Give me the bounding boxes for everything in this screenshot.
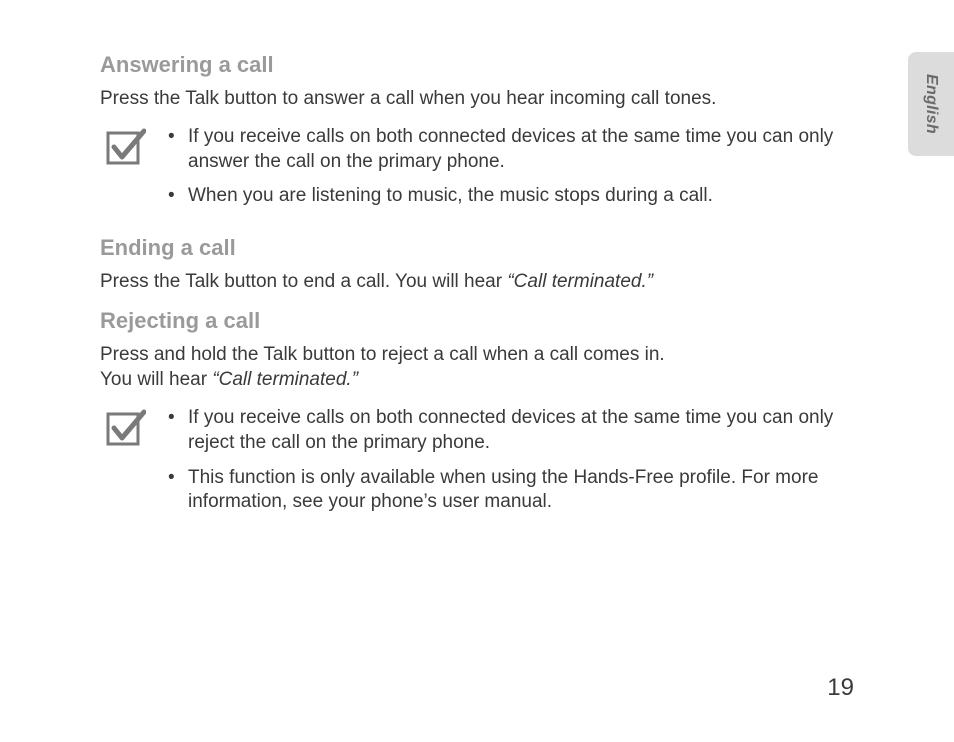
- body-ending-prefix: Press the Talk button to end a call. You…: [100, 271, 507, 292]
- checkbox-checked-icon: [106, 127, 146, 167]
- checkbox-checked-icon: [106, 408, 146, 448]
- body-ending: Press the Talk button to end a call. You…: [100, 269, 854, 294]
- body-rejecting-line2-prefix: You will hear: [100, 369, 212, 390]
- note-item: If you receive calls on both connected d…: [168, 125, 854, 174]
- note-list-rejecting: If you receive calls on both connected d…: [168, 406, 854, 525]
- body-answering: Press the Talk button to answer a call w…: [100, 86, 854, 111]
- note-item: This function is only available when usi…: [168, 466, 854, 515]
- note-item: If you receive calls on both connected d…: [168, 406, 854, 455]
- body-rejecting: Press and hold the Talk button to reject…: [100, 342, 854, 392]
- heading-answering: Answering a call: [100, 52, 854, 78]
- body-ending-italic: “Call terminated.”: [507, 271, 653, 292]
- language-tab-label: English: [922, 74, 940, 134]
- page-number: 19: [827, 674, 854, 702]
- language-tab: English: [908, 52, 954, 156]
- body-rejecting-line2-italic: “Call terminated.”: [212, 369, 358, 390]
- note-item: When you are listening to music, the mus…: [168, 184, 854, 209]
- page-container: English Answering a call Press the Talk …: [0, 0, 954, 742]
- heading-rejecting: Rejecting a call: [100, 308, 854, 334]
- body-rejecting-line1: Press and hold the Talk button to reject…: [100, 344, 665, 365]
- note-list-answering: If you receive calls on both connected d…: [168, 125, 854, 219]
- note-block-rejecting: If you receive calls on both connected d…: [100, 406, 854, 525]
- heading-ending: Ending a call: [100, 235, 854, 261]
- note-block-answering: If you receive calls on both connected d…: [100, 125, 854, 219]
